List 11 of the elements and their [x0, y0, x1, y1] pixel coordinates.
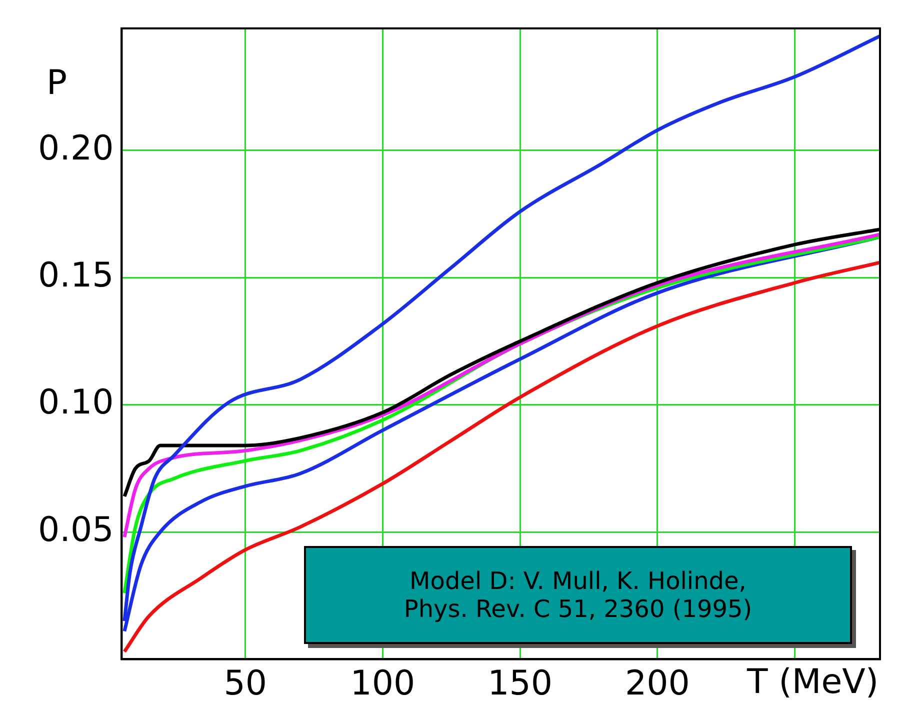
y-tick-label: 0.20 [38, 128, 114, 168]
annotation: Model D: V. Mull, K. Holinde, Phys. Rev. C 51, 2360 (1995) [402, 567, 754, 623]
y-axis-title: P [46, 63, 67, 104]
x-axis-title: T (MeV) [746, 662, 879, 702]
x-tick-label: 150 [488, 663, 553, 704]
x-tick-label: 200 [625, 663, 690, 704]
x-tick-label: 50 [224, 663, 267, 704]
y-tick-label: 0.05 [38, 510, 114, 550]
y-tick-label: 0.15 [38, 255, 114, 296]
x-tick-label: 100 [350, 663, 416, 704]
y-tick-label: 0.10 [38, 382, 114, 423]
